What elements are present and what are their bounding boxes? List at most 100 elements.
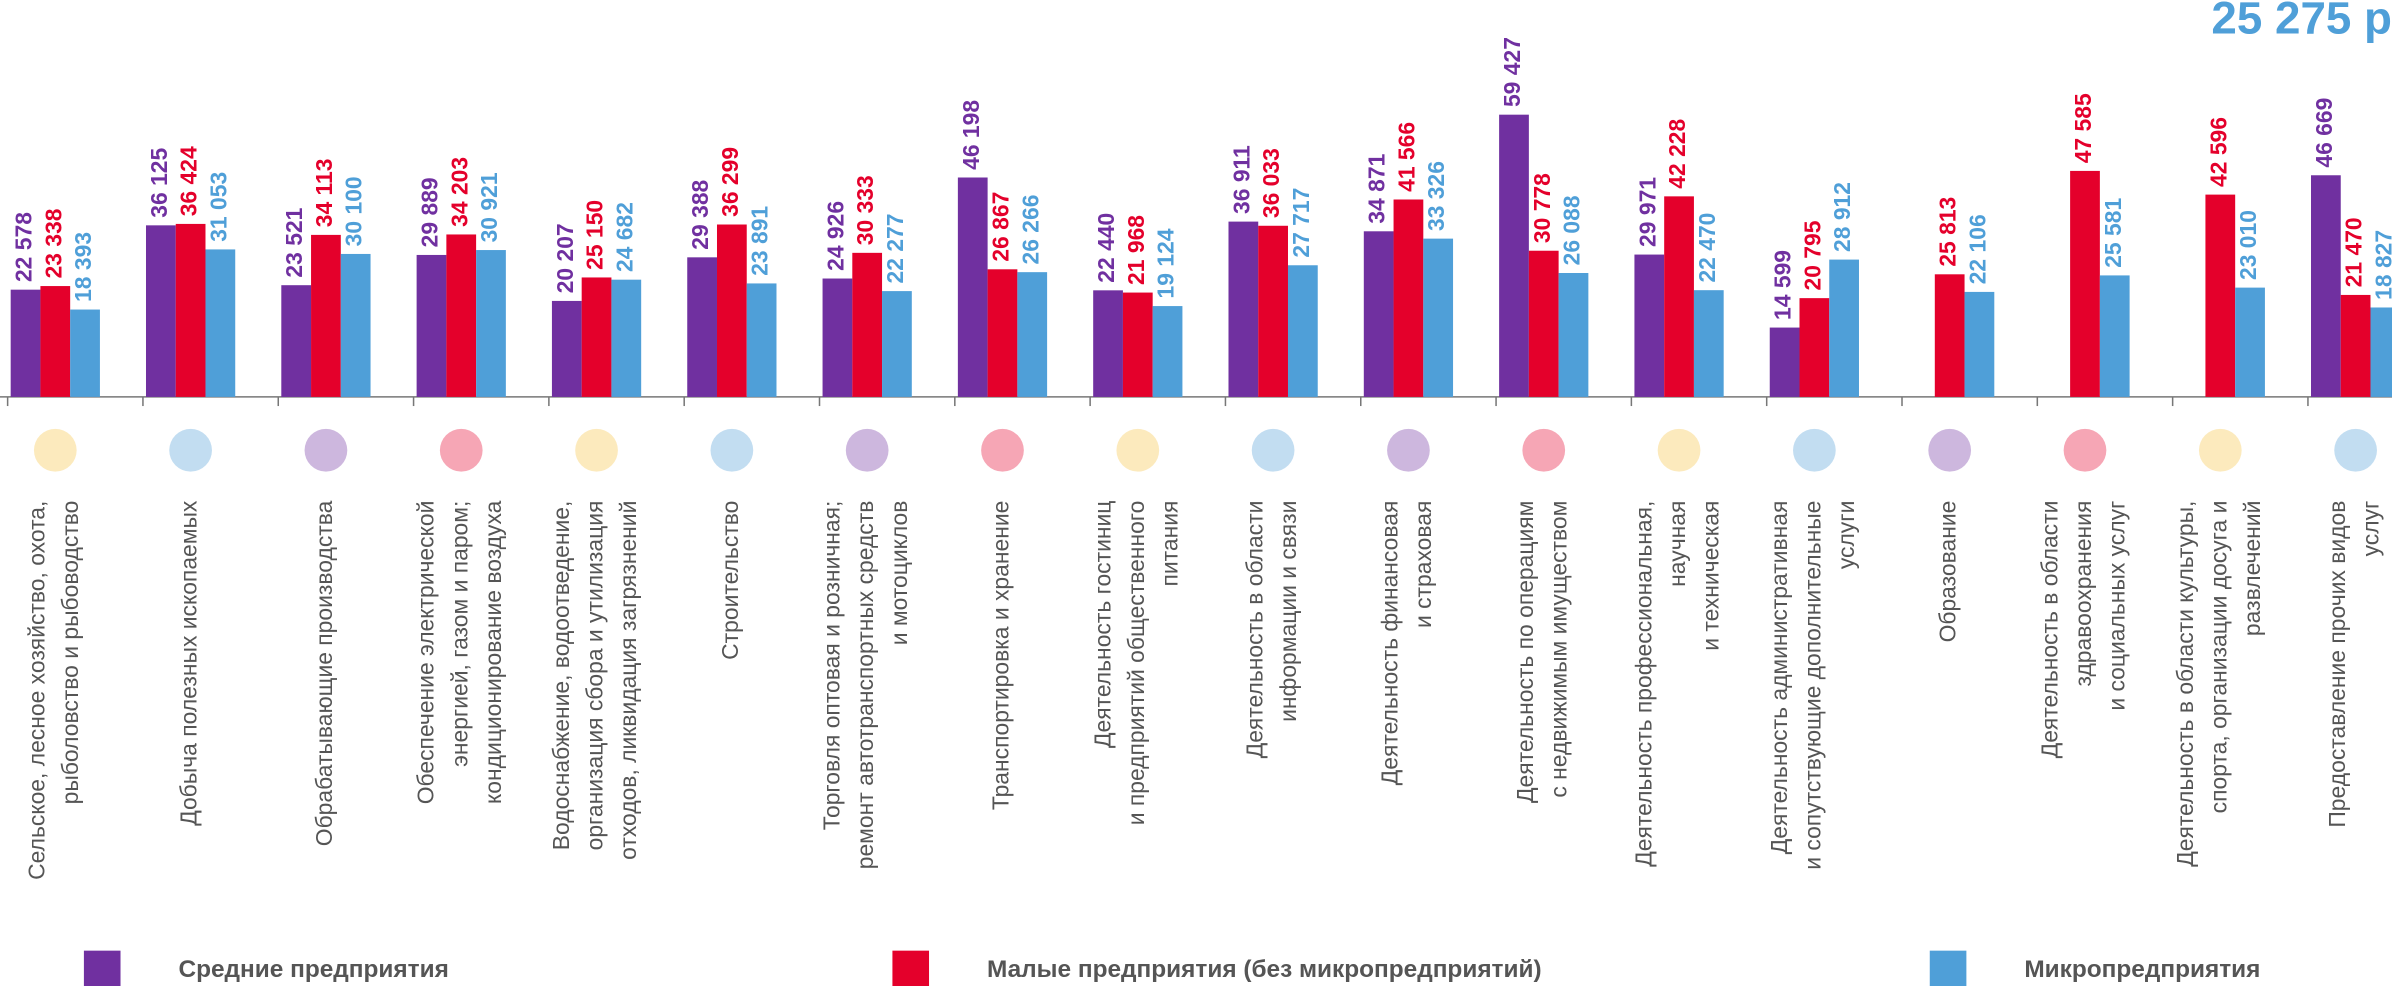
value-label: 27 717 xyxy=(1288,188,1314,258)
value-label: 47 585 xyxy=(2070,93,2096,163)
bar xyxy=(957,177,988,397)
bar xyxy=(2370,307,2392,397)
bar xyxy=(1122,292,1153,397)
bar xyxy=(1228,221,1259,397)
bar xyxy=(1558,273,1589,397)
category-icon xyxy=(2198,428,2242,472)
bar xyxy=(311,234,341,397)
bar xyxy=(40,286,71,397)
bar xyxy=(852,252,883,397)
bar xyxy=(1152,306,1183,397)
value-label: 29 889 xyxy=(417,177,443,247)
category-icon xyxy=(575,428,618,472)
category-label: организация сбора и утилизация xyxy=(582,501,608,851)
value-label: 25 813 xyxy=(1935,197,1961,267)
category-label: Транспортировка и хранение xyxy=(988,501,1014,810)
value-label: 42 596 xyxy=(2205,117,2231,187)
bar xyxy=(145,225,176,397)
value-label: 59 427 xyxy=(1499,37,1525,107)
category-icon xyxy=(2063,428,2107,472)
legend-swatch xyxy=(892,950,930,986)
category-label: развлечений xyxy=(2239,501,2265,636)
category-label: и мотоциклов xyxy=(886,501,912,646)
category-label: Деятельность в области культуры, xyxy=(2172,501,2198,867)
category-label: Деятельность гостиниц xyxy=(1089,501,1115,748)
value-label: 25 581 xyxy=(2100,198,2126,268)
category-label: услуги xyxy=(1833,501,1859,570)
bar xyxy=(716,224,747,397)
value-label: 23 010 xyxy=(2235,210,2261,280)
value-label: 18 393 xyxy=(70,232,96,302)
category-label: Сельское, лесное хозяйство, охота, xyxy=(24,501,50,880)
category-label: здравоохранения xyxy=(2070,501,2096,687)
bar xyxy=(1093,290,1123,397)
category-icon xyxy=(845,428,889,472)
value-label: 24 682 xyxy=(611,202,637,272)
category-label: услуг xyxy=(2357,501,2383,557)
bar xyxy=(1634,254,1665,397)
value-label: 25 150 xyxy=(582,200,608,270)
bar xyxy=(822,278,853,397)
category-label: с недвижимым имуществом xyxy=(1546,501,1572,798)
value-label: 36 033 xyxy=(1258,148,1284,218)
category-icon xyxy=(1387,428,1430,472)
category-label: питания xyxy=(1156,501,1182,587)
bar xyxy=(10,289,41,397)
value-label: 33 326 xyxy=(1423,161,1449,231)
bar xyxy=(2070,170,2100,397)
legend-swatch xyxy=(83,950,121,986)
category-label: Предоставление прочих видов xyxy=(2324,501,2350,828)
category-icon xyxy=(2334,428,2377,472)
legend-label: Микропредприятия xyxy=(2024,956,2260,983)
value-label: 46 198 xyxy=(958,100,984,170)
category-label: Обрабатывающие производства xyxy=(311,500,337,846)
value-label: 26 088 xyxy=(1559,195,1585,265)
category-icon xyxy=(981,428,1024,472)
bar xyxy=(416,254,447,397)
bar xyxy=(987,269,1018,397)
bar xyxy=(551,300,582,397)
category-icon xyxy=(1793,428,1836,472)
value-label: 20 795 xyxy=(1799,220,1825,290)
value-label: 20 207 xyxy=(552,223,578,293)
category-label: Обеспечение электрической xyxy=(413,501,439,805)
bar xyxy=(1829,259,1859,397)
bar xyxy=(446,234,477,397)
bar xyxy=(1693,290,1724,397)
category-label: Торговля оптовая и розничная; xyxy=(819,501,845,831)
category-icon xyxy=(1522,428,1566,472)
value-label: 29 971 xyxy=(1634,177,1660,247)
category-label: Деятельность профессиональная, xyxy=(1631,501,1657,867)
category-icon xyxy=(439,428,483,472)
bar xyxy=(340,253,371,397)
bar xyxy=(205,249,236,397)
legend-swatch xyxy=(1929,950,1967,986)
value-label: 36 299 xyxy=(717,147,743,217)
value-label: 24 926 xyxy=(822,201,848,271)
value-label: 22 106 xyxy=(1964,214,1990,284)
bar xyxy=(611,279,642,397)
value-label: 26 867 xyxy=(988,192,1014,262)
category-label: и предприятий общественного xyxy=(1123,501,1149,826)
bar xyxy=(581,277,612,397)
annotation: 25 275 р xyxy=(2211,0,2392,44)
category-label: ремонт автотранспортных средств xyxy=(852,501,878,870)
category-label: научная xyxy=(1664,501,1690,587)
category-icon xyxy=(1928,428,1972,472)
category-label: информации и связи xyxy=(1275,501,1301,722)
legend-label: Средние предприятия xyxy=(178,956,448,983)
category-label: кондиционирование воздуха xyxy=(480,500,506,804)
bar xyxy=(1964,291,1995,397)
value-label: 34 871 xyxy=(1364,153,1390,223)
category-label: Деятельность финансовая xyxy=(1377,501,1403,786)
bar xyxy=(1423,238,1454,397)
value-label: 26 266 xyxy=(1017,195,1043,265)
value-label: 22 578 xyxy=(11,212,37,282)
value-label: 29 388 xyxy=(687,179,713,249)
value-label: 22 470 xyxy=(1694,213,1720,283)
value-label: 31 053 xyxy=(205,172,231,242)
category-icon xyxy=(33,428,77,472)
category-label: рыболовство и рыбоводство xyxy=(57,501,83,805)
value-label: 36 911 xyxy=(1228,145,1254,214)
